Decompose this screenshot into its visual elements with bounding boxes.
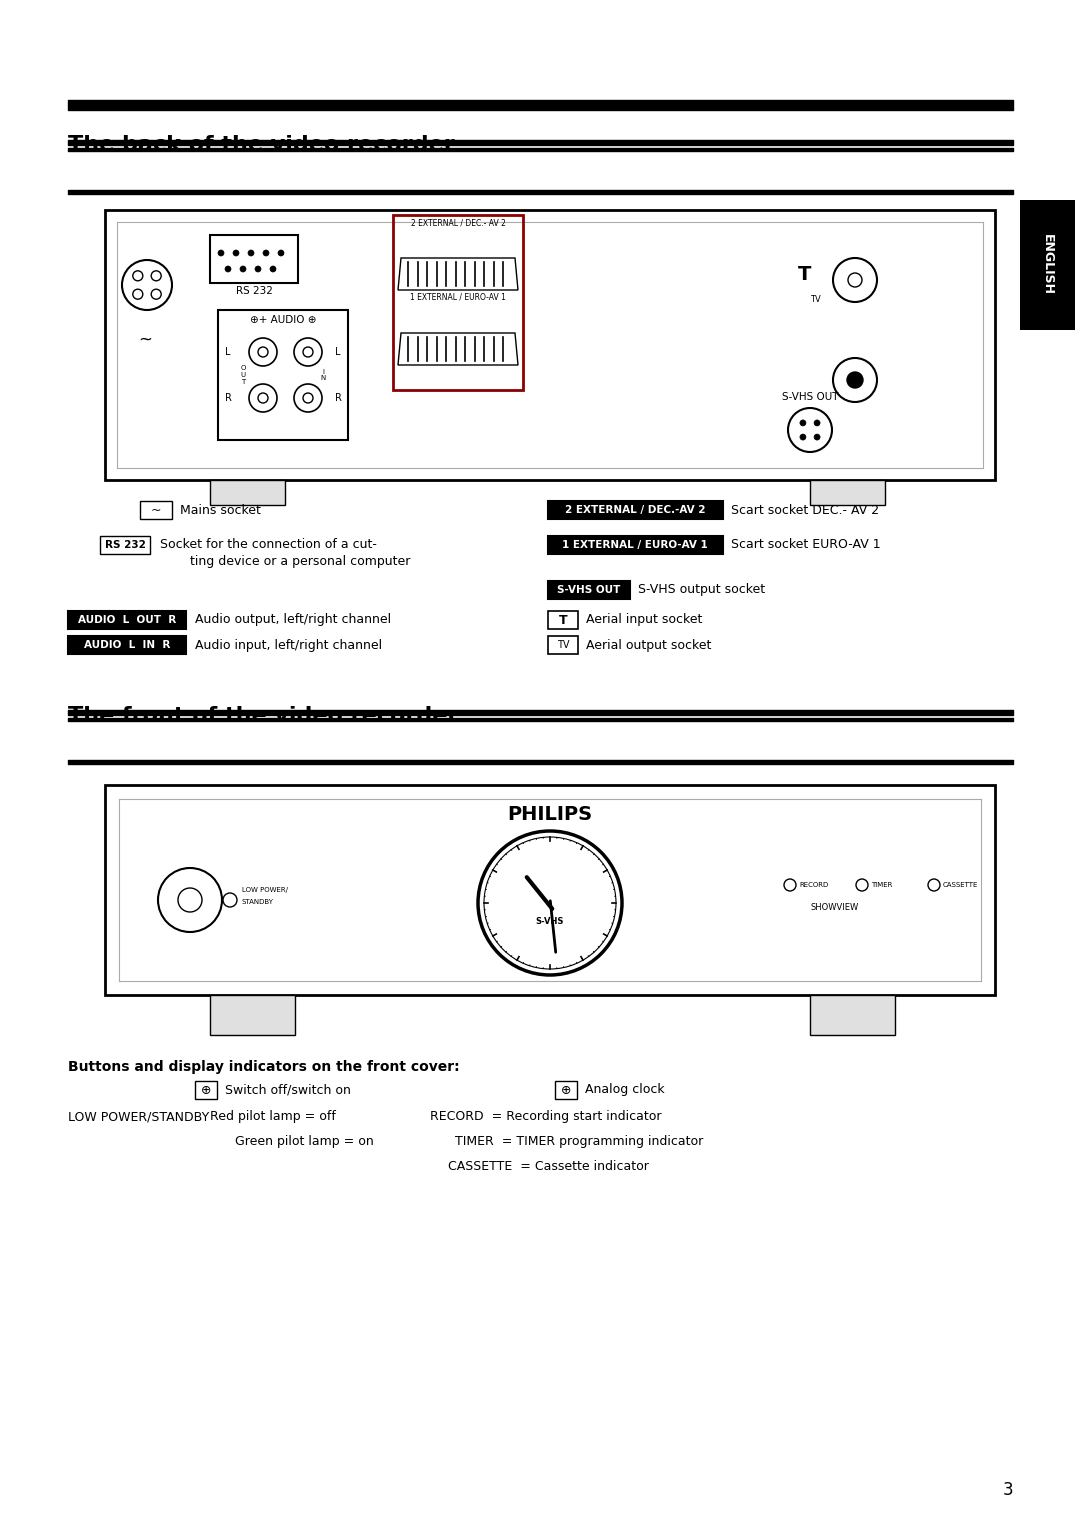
Text: R: R [225, 393, 231, 403]
Text: T: T [558, 614, 567, 626]
Text: 2 EXTERNAL / DEC.- AV 2: 2 EXTERNAL / DEC.- AV 2 [410, 219, 505, 228]
Bar [140, 501, 172, 520]
Text: I
N: I N [321, 368, 326, 382]
Circle shape [151, 289, 161, 299]
Text: L: L [335, 347, 341, 358]
Text: PHILIPS: PHILIPS [508, 805, 593, 824]
Text: Red pilot lamp = off: Red pilot lamp = off [210, 1109, 336, 1123]
Text: Buttons and display indicators on the front cover:: Buttons and display indicators on the fr… [68, 1060, 460, 1074]
Text: ~: ~ [151, 504, 161, 516]
Text: The back of the video recorder: The back of the video recorder [68, 134, 455, 154]
Bar [548, 536, 723, 555]
Bar [100, 536, 150, 555]
Circle shape [218, 251, 224, 257]
Circle shape [814, 434, 820, 440]
Text: RS 232: RS 232 [235, 286, 272, 296]
Text: S-VHS OUT: S-VHS OUT [782, 393, 838, 402]
Bar [68, 611, 186, 630]
Circle shape [800, 420, 806, 426]
Circle shape [240, 266, 246, 272]
Bar [548, 501, 723, 520]
Text: LOW POWER/STANDBY: LOW POWER/STANDBY [68, 1109, 210, 1123]
Text: ⊕: ⊕ [201, 1083, 212, 1097]
Circle shape [270, 266, 276, 272]
Bar [218, 310, 348, 440]
Bar [195, 1080, 217, 1099]
Text: Scart socket EURO-AV 1: Scart socket EURO-AV 1 [731, 538, 880, 552]
Text: Audio output, left/right channel: Audio output, left/right channel [195, 614, 391, 626]
Text: Aerial input socket: Aerial input socket [586, 614, 702, 626]
Text: SHOWVIEW: SHOWVIEW [811, 903, 859, 912]
Circle shape [255, 266, 261, 272]
Text: Green pilot lamp = on: Green pilot lamp = on [235, 1135, 374, 1148]
Bar [393, 215, 523, 390]
Text: ~: ~ [138, 332, 152, 348]
Text: The front of the video recorder: The front of the video recorder [68, 706, 458, 726]
Text: O
U
T: O U T [241, 365, 245, 385]
Text: ENGLISH: ENGLISH [1040, 234, 1053, 295]
Bar [1020, 200, 1075, 330]
Text: R: R [335, 393, 341, 403]
Bar [548, 581, 630, 599]
Text: Audio input, left/right channel: Audio input, left/right channel [195, 639, 382, 651]
Circle shape [264, 251, 269, 257]
Text: TV: TV [810, 295, 821, 304]
Text: RECORD  = Recording start indicator: RECORD = Recording start indicator [430, 1109, 661, 1123]
Bar [810, 995, 895, 1034]
Bar [210, 995, 295, 1034]
Circle shape [151, 270, 161, 281]
Bar [548, 636, 578, 654]
Text: TIMER  = TIMER programming indicator: TIMER = TIMER programming indicator [455, 1135, 703, 1148]
Text: LOW POWER/: LOW POWER/ [242, 886, 288, 892]
Text: STANDBY: STANDBY [242, 898, 274, 905]
Text: S-VHS OUT: S-VHS OUT [557, 585, 621, 594]
Text: Analog clock: Analog clock [585, 1083, 664, 1097]
Circle shape [133, 270, 143, 281]
Text: 1 EXTERNAL / EURO-AV 1: 1 EXTERNAL / EURO-AV 1 [562, 539, 707, 550]
Text: ting device or a personal computer: ting device or a personal computer [190, 555, 410, 568]
Text: TIMER: TIMER [870, 882, 892, 888]
Text: 3: 3 [1002, 1481, 1013, 1499]
Circle shape [233, 251, 239, 257]
Circle shape [814, 420, 820, 426]
Text: RECORD: RECORD [799, 882, 828, 888]
Text: Aerial output socket: Aerial output socket [586, 639, 712, 651]
Bar [1020, 200, 1075, 330]
Circle shape [225, 266, 231, 272]
Bar [210, 480, 285, 504]
Text: Socket for the connection of a cut-: Socket for the connection of a cut- [160, 538, 377, 552]
Circle shape [133, 289, 143, 299]
Text: Scart socket DEC.- AV 2: Scart socket DEC.- AV 2 [731, 504, 879, 516]
Text: S-VHS output socket: S-VHS output socket [638, 584, 765, 596]
Text: S-VHS: S-VHS [536, 917, 564, 926]
Bar [210, 235, 298, 283]
Text: Mains socket: Mains socket [180, 504, 261, 516]
Text: L: L [226, 347, 231, 358]
Circle shape [278, 251, 284, 257]
Text: Switch off/switch on: Switch off/switch on [225, 1083, 351, 1097]
Text: AUDIO  L  OUT  R: AUDIO L OUT R [78, 614, 176, 625]
Text: AUDIO  L  IN  R: AUDIO L IN R [84, 640, 171, 649]
Text: CASSETTE  = Cassette indicator: CASSETTE = Cassette indicator [448, 1160, 649, 1174]
Bar [105, 209, 995, 480]
Text: 1 EXTERNAL / EURO-AV 1: 1 EXTERNAL / EURO-AV 1 [410, 292, 505, 301]
Text: ⊕+ AUDIO ⊕: ⊕+ AUDIO ⊕ [249, 315, 316, 325]
Bar [548, 611, 578, 630]
Circle shape [248, 251, 254, 257]
Bar [810, 480, 885, 504]
Bar [105, 785, 995, 995]
Bar [68, 636, 186, 654]
Text: RS 232: RS 232 [105, 539, 146, 550]
Text: CASSETTE: CASSETTE [943, 882, 978, 888]
Text: TV: TV [557, 640, 569, 649]
Bar [555, 1080, 577, 1099]
Circle shape [847, 371, 863, 388]
Text: T: T [798, 266, 812, 284]
Circle shape [800, 434, 806, 440]
Text: ⊕: ⊕ [561, 1083, 571, 1097]
Text: 2 EXTERNAL / DEC.-AV 2: 2 EXTERNAL / DEC.-AV 2 [565, 504, 705, 515]
